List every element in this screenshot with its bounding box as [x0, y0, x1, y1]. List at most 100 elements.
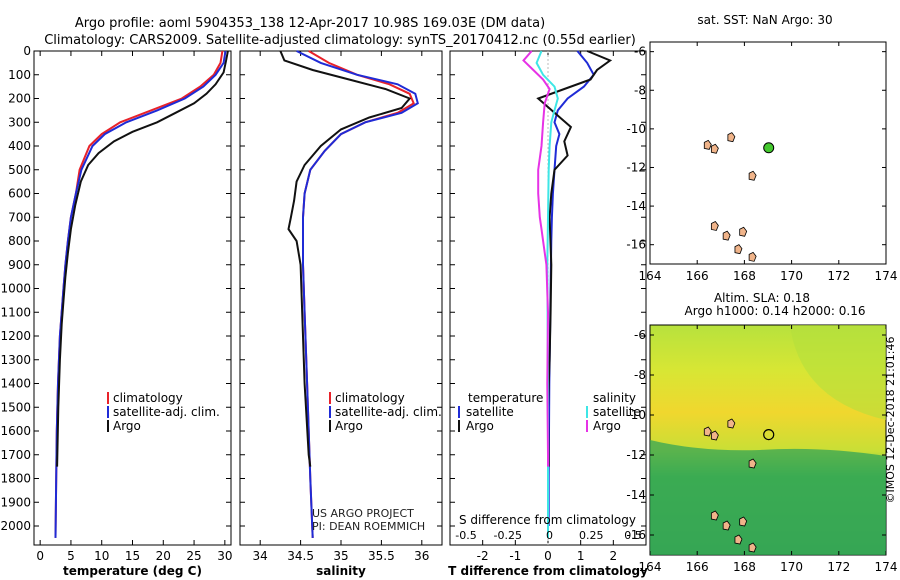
credit-project: US ARGO PROJECT — [312, 507, 414, 520]
imos-watermark: ©IMOS 12-Dec-2018 21:01:46 — [884, 337, 897, 504]
map-x-tick-label: 168 — [733, 560, 756, 574]
map-x-tick-label: 164 — [639, 269, 662, 283]
figure-title-line1: Argo profile: aoml 5904353_138 12-Apr-20… — [75, 16, 545, 31]
x-tick-label: 34.5 — [287, 549, 314, 563]
island-shape — [734, 534, 743, 545]
map-y-tick-label: -14 — [626, 199, 646, 213]
figure-title-line2: Climatology: CARS2009. Satellite-adjuste… — [44, 33, 636, 48]
y-tick-label: 2000 — [0, 519, 31, 533]
map-y-tick-label: -14 — [626, 488, 646, 502]
y-tick-label: 0 — [23, 44, 31, 58]
y-tick-label: 1600 — [0, 424, 31, 438]
map-x-tick-label: 174 — [875, 269, 898, 283]
x-tick-label: 0 — [544, 549, 552, 563]
legend-label-t-satellite: satellite — [466, 405, 514, 419]
x-tick-label: 30 — [217, 549, 232, 563]
map-x-tick-label: 170 — [780, 560, 803, 574]
x-tick-label: 5 — [67, 549, 75, 563]
difference-top-axis-ticks: -0.5 -0.25 0 0.25 0.5 — [455, 529, 641, 542]
legend-label-satellite: satellite-adj. clim. — [335, 405, 442, 419]
island-shape — [748, 170, 757, 181]
map-y-tick-label: -16 — [626, 238, 646, 252]
island-shape — [739, 226, 748, 237]
top-x-tick-label: -0.5 — [455, 529, 476, 542]
series-line-satellite-adj-clim- — [54, 50, 227, 538]
y-tick-label: 300 — [8, 115, 31, 129]
x-tick-label: 2 — [610, 549, 618, 563]
series-line-temperature-argo — [536, 50, 613, 467]
island-shape — [710, 430, 719, 441]
sla-map: 164 166 168 170 172 174 -6 -8 -10 -12 -14 -16 — [626, 324, 898, 574]
sst-map: 164 166 168 170 172 174 -6 -8 -10 -12 -14 -16 — [626, 41, 898, 283]
difference-top-axis-label: S difference from climatology — [459, 513, 636, 527]
island-shape — [710, 220, 719, 231]
temperature-x-axis-label: temperature (deg C) — [63, 564, 202, 578]
sla-heatmap-patch-north — [650, 325, 886, 420]
legend-label-s-argo: Argo — [593, 419, 621, 433]
map-y-tick-label: -12 — [626, 448, 646, 462]
legend-label-climatology: climatology — [113, 391, 183, 405]
series-line-argo — [56, 50, 229, 467]
temperature-panel: 0100200300400500600700800900100011001200… — [0, 44, 232, 578]
map-y-tick-label: -16 — [626, 528, 646, 542]
series-line-argo — [279, 50, 412, 467]
legend-title-salinity: salinity — [593, 391, 636, 405]
island-shape — [748, 458, 757, 469]
map-y-tick-label: -6 — [634, 328, 646, 342]
map-x-tick-label: 174 — [875, 560, 898, 574]
salinity-legend: climatology satellite-adj. clim. Argo — [329, 391, 442, 433]
x-tick-label: 1 — [577, 549, 585, 563]
y-tick-label: 700 — [8, 210, 31, 224]
island-shape — [703, 426, 712, 437]
salinity-x-axis-label: salinity — [316, 564, 366, 578]
map-x-tick-label: 172 — [827, 269, 850, 283]
y-tick-label: 1700 — [0, 448, 31, 462]
y-tick-label: 900 — [8, 258, 31, 272]
island-shape — [703, 139, 712, 150]
map-x-tick-label: 164 — [639, 560, 662, 574]
legend-title-temperature: temperature — [468, 391, 543, 405]
map-x-tick-label: 168 — [733, 269, 756, 283]
sst-map-title: sat. SST: NaN Argo: 30 — [697, 13, 832, 27]
map-y-tick-label: -10 — [626, 122, 646, 136]
difference-x-axis-label: T difference from climatology — [448, 564, 648, 578]
y-tick-label: 1900 — [0, 495, 31, 509]
y-tick-label: 400 — [8, 139, 31, 153]
island-shape — [739, 516, 748, 527]
y-tick-label: 200 — [8, 92, 31, 106]
legend-label-climatology: climatology — [335, 391, 405, 405]
salinity-panel: 34 34.5 35 35.5 36 salinity — [239, 50, 443, 578]
x-tick-label: 36 — [414, 549, 429, 563]
y-tick-label: 1300 — [0, 353, 31, 367]
map-y-tick-label: -10 — [626, 408, 646, 422]
legend-label-argo: Argo — [113, 419, 141, 433]
x-tick-label: 34 — [253, 549, 268, 563]
y-tick-label: 1100 — [0, 305, 31, 319]
map-y-tick-label: -8 — [634, 83, 646, 97]
top-x-tick-label: 0.25 — [579, 529, 604, 542]
top-x-tick-label: -0.25 — [494, 529, 522, 542]
map-x-tick-label: 166 — [686, 560, 709, 574]
temperature-legend: climatology satellite-adj. clim. Argo — [107, 391, 220, 433]
island-shape — [710, 510, 719, 521]
island-shape — [727, 132, 736, 143]
y-tick-label: 100 — [8, 68, 31, 82]
top-x-tick-label: 0 — [546, 529, 553, 542]
x-tick-label: 25 — [186, 549, 201, 563]
difference-legend: temperature satellite Argo salinity sate… — [458, 391, 641, 433]
map-y-tick-label: -6 — [634, 45, 646, 59]
argo-location-marker — [763, 429, 775, 441]
map-y-tick-label: -8 — [634, 368, 646, 382]
top-x-tick-label: 0.5 — [624, 529, 642, 542]
x-tick-label: 35 — [333, 549, 348, 563]
y-tick-label: 1200 — [0, 329, 31, 343]
series-line-satellite-adj-clim- — [296, 50, 419, 538]
map-x-tick-label: 166 — [686, 269, 709, 283]
legend-label-s-satellite: satellite — [593, 405, 641, 419]
y-tick-label: 1000 — [0, 282, 31, 296]
series-line-climatology — [302, 50, 415, 538]
map-y-tick-label: -12 — [626, 160, 646, 174]
x-tick-label: -1 — [509, 549, 521, 563]
sla-map-title-line1: Altim. SLA: 0.18 — [714, 291, 810, 305]
